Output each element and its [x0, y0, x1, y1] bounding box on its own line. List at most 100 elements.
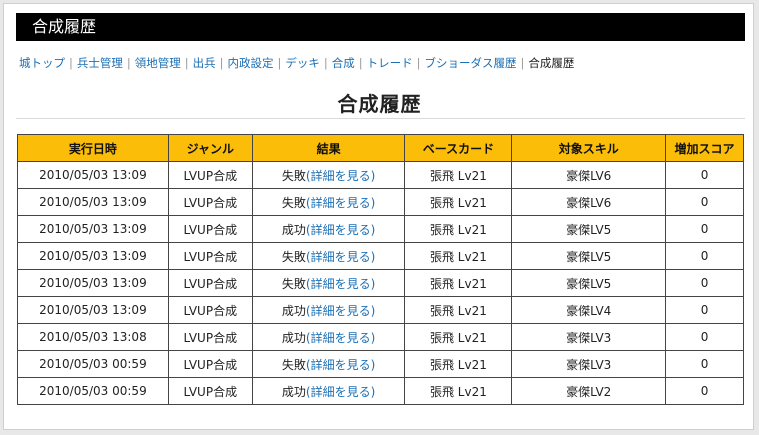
nav-link-synthesis[interactable]: 合成 [331, 56, 355, 70]
nav-link-deck[interactable]: デッキ [285, 56, 320, 70]
result-status: 成功 [281, 303, 306, 318]
view-details-link[interactable]: (詳細を見る) [305, 357, 376, 372]
cell-genre: LVUP合成 [167, 296, 253, 324]
cell-added-score: 0 [665, 188, 744, 216]
heading-divider [16, 118, 745, 119]
cell-result: 成功(詳細を見る) [251, 377, 406, 405]
cell-datetime: 2010/05/03 00:59 [17, 377, 169, 405]
result-status: 失敗 [281, 249, 306, 264]
page-title-bar: 合成履歴 [16, 13, 745, 41]
cell-result: 失敗(詳細を見る) [251, 188, 406, 216]
synthesis-history-table: 実行日時 ジャンル 結果 ベースカード 対象スキル 増加スコア 2010/05/… [17, 134, 744, 405]
cell-target-skill: 豪傑LV3 [511, 323, 667, 351]
nav-link-castle-top[interactable]: 城トップ [19, 56, 65, 70]
nav-separator: | [416, 56, 421, 70]
result-status: 成功 [281, 384, 306, 399]
column-header-datetime: 実行日時 [17, 134, 169, 162]
cell-base-card: 張飛 Lv21 [404, 323, 513, 351]
table-row: 2010/05/03 13:09 LVUP合成 成功(詳細を見る) 張飛 Lv21 豪傑… [17, 296, 744, 324]
nav-link-dispatch[interactable]: 出兵 [192, 56, 216, 70]
cell-datetime: 2010/05/03 13:09 [17, 188, 169, 216]
cell-genre: LVUP合成 [167, 377, 253, 405]
cell-target-skill: 豪傑LV5 [511, 242, 667, 270]
cell-datetime: 2010/05/03 13:09 [17, 242, 169, 270]
nav-separator: | [277, 56, 282, 70]
view-details-link[interactable]: (詳細を見る) [305, 330, 376, 345]
view-details-link[interactable]: (詳細を見る) [305, 249, 376, 264]
view-details-link[interactable]: (詳細を見る) [305, 384, 376, 399]
cell-added-score: 0 [665, 269, 744, 297]
table-row: 2010/05/03 13:09 LVUP合成 失敗(詳細を見る) 張飛 Lv21 豪傑… [17, 242, 744, 270]
table-row: 2010/05/03 00:59 LVUP合成 成功(詳細を見る) 張飛 Lv21 豪傑… [17, 377, 744, 405]
column-header-base-card: ベースカード [404, 134, 513, 162]
table-row: 2010/05/03 13:09 LVUP合成 失敗(詳細を見る) 張飛 Lv21 豪傑… [17, 269, 744, 297]
view-details-link[interactable]: (詳細を見る) [305, 222, 376, 237]
cell-added-score: 0 [665, 242, 744, 270]
cell-genre: LVUP合成 [167, 188, 253, 216]
cell-datetime: 2010/05/03 13:09 [17, 161, 169, 189]
result-status: 成功 [281, 330, 306, 345]
cell-result: 失敗(詳細を見る) [251, 269, 406, 297]
cell-result: 失敗(詳細を見る) [251, 350, 406, 378]
column-header-added-score: 増加スコア [665, 134, 744, 162]
result-status: 失敗 [281, 357, 306, 372]
cell-added-score: 0 [665, 161, 744, 189]
cell-result: 失敗(詳細を見る) [251, 242, 406, 270]
nav-separator: | [219, 56, 224, 70]
cell-genre: LVUP合成 [167, 323, 253, 351]
cell-base-card: 張飛 Lv21 [404, 242, 513, 270]
cell-added-score: 0 [665, 215, 744, 243]
page-heading: 合成履歴 [337, 92, 422, 116]
cell-result: 失敗(詳細を見る) [251, 161, 406, 189]
cell-datetime: 2010/05/03 13:09 [17, 215, 169, 243]
cell-datetime: 2010/05/03 00:59 [17, 350, 169, 378]
nav-link-soldiers[interactable]: 兵士管理 [76, 56, 123, 70]
nav-separator: | [184, 56, 189, 70]
table-row: 2010/05/03 13:09 LVUP合成 失敗(詳細を見る) 張飛 Lv21 豪傑… [17, 161, 744, 189]
cell-base-card: 張飛 Lv21 [404, 161, 513, 189]
column-header-genre: ジャンル [167, 134, 253, 162]
column-header-result: 結果 [251, 134, 406, 162]
nav-separator: | [126, 56, 131, 70]
nav-separator: | [520, 56, 525, 70]
cell-genre: LVUP合成 [167, 215, 253, 243]
cell-genre: LVUP合成 [167, 242, 253, 270]
view-details-link[interactable]: (詳細を見る) [305, 303, 376, 318]
table-row: 2010/05/03 13:09 LVUP合成 成功(詳細を見る) 張飛 Lv21 豪傑… [17, 215, 744, 243]
cell-datetime: 2010/05/03 13:09 [17, 269, 169, 297]
cell-result: 成功(詳細を見る) [251, 296, 406, 324]
result-status: 失敗 [281, 195, 306, 210]
table-row: 2010/05/03 00:59 LVUP合成 失敗(詳細を見る) 張飛 Lv21 豪傑… [17, 350, 744, 378]
cell-datetime: 2010/05/03 13:08 [17, 323, 169, 351]
nav-link-domestic-settings[interactable]: 内政設定 [227, 56, 274, 70]
nav-link-bushodas-history[interactable]: ブショーダス履歴 [424, 56, 517, 70]
cell-target-skill: 豪傑LV5 [511, 215, 667, 243]
cell-added-score: 0 [665, 323, 744, 351]
cell-added-score: 0 [665, 296, 744, 324]
cell-target-skill: 豪傑LV4 [511, 296, 667, 324]
cell-genre: LVUP合成 [167, 161, 253, 189]
cell-datetime: 2010/05/03 13:09 [17, 296, 169, 324]
table-header-row: 実行日時 ジャンル 結果 ベースカード 対象スキル 増加スコア [17, 134, 744, 162]
cell-genre: LVUP合成 [167, 269, 253, 297]
view-details-link[interactable]: (詳細を見る) [305, 276, 376, 291]
view-details-link[interactable]: (詳細を見る) [305, 195, 376, 210]
nav-separator: | [358, 56, 363, 70]
nav-current-synthesis-history: 合成履歴 [528, 56, 575, 70]
view-details-link[interactable]: (詳細を見る) [305, 168, 376, 183]
cell-result: 成功(詳細を見る) [251, 323, 406, 351]
cell-base-card: 張飛 Lv21 [404, 296, 513, 324]
column-header-target-skill: 対象スキル [511, 134, 667, 162]
cell-base-card: 張飛 Lv21 [404, 350, 513, 378]
cell-base-card: 張飛 Lv21 [404, 269, 513, 297]
nav-link-territory[interactable]: 領地管理 [134, 56, 181, 70]
cell-target-skill: 豪傑LV6 [511, 161, 667, 189]
table-row: 2010/05/03 13:08 LVUP合成 成功(詳細を見る) 張飛 Lv21 豪傑… [17, 323, 744, 351]
nav-link-trade[interactable]: トレード [366, 56, 413, 70]
nav-menu: 城トップ | 兵士管理 | 領地管理 | 出兵 | 内政設定 | デッキ | 合成 | トレード | ブショーダ… [19, 55, 574, 71]
result-status: 成功 [281, 222, 306, 237]
result-status: 失敗 [281, 276, 306, 291]
cell-base-card: 張飛 Lv21 [404, 215, 513, 243]
cell-added-score: 0 [665, 350, 744, 378]
nav-separator: | [323, 56, 328, 70]
